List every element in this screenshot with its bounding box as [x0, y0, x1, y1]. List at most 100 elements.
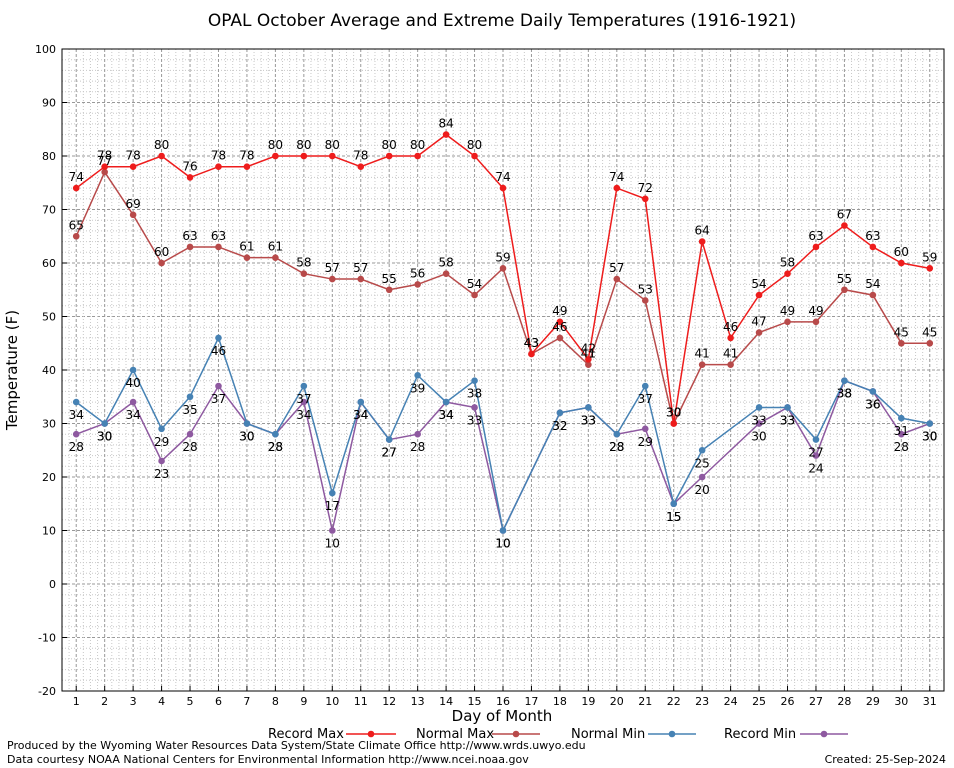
legend-marker-normal-max — [512, 730, 520, 738]
record-max-point — [926, 265, 934, 272]
record-max-point — [641, 195, 649, 203]
record-max-data-label: 80 — [154, 138, 169, 152]
record-max-point — [357, 163, 365, 170]
normal-max-data-label: 60 — [154, 245, 169, 259]
record-max-data-label: 80 — [382, 138, 397, 152]
normal-max-point — [784, 318, 791, 326]
record-max-data-label: 64 — [695, 224, 710, 238]
normal-min-data-label: 35 — [182, 403, 197, 417]
normal-max-data-label: 53 — [638, 282, 653, 296]
normal-min-point — [129, 366, 137, 374]
y-tick-label: 90 — [42, 97, 56, 110]
normal-max-point — [385, 286, 393, 294]
normal-min-point — [613, 430, 621, 438]
normal-max-data-label: 49 — [780, 304, 795, 318]
normal-max-point — [272, 254, 279, 261]
y-tick-label: 20 — [42, 471, 56, 484]
normal-min-data-label: 38 — [467, 387, 482, 401]
legend-label-normal-max: Normal Max — [416, 727, 494, 742]
record-max-point — [670, 420, 678, 427]
normal-max-data-label: 59 — [495, 250, 510, 264]
record-max-data-label: 58 — [780, 256, 795, 270]
record-max-data-label: 46 — [723, 320, 738, 334]
record-min-data-label: 33 — [467, 413, 482, 427]
normal-max-data-label: 41 — [723, 347, 738, 361]
normal-max-data-label: 61 — [268, 240, 283, 254]
normal-max-data-label: 43 — [524, 336, 539, 350]
record-min-data-label: 34 — [353, 408, 368, 422]
normal-max-point — [471, 291, 478, 299]
normal-min-point — [442, 398, 450, 406]
normal-min-point — [755, 404, 763, 411]
record-max-data-label: 67 — [837, 208, 852, 222]
x-tick-label: 11 — [354, 695, 368, 708]
normal-max-point — [641, 297, 649, 304]
normal-min-point — [414, 372, 421, 379]
normal-max-data-label: 41 — [581, 347, 596, 361]
legend-marker-record-min — [820, 730, 828, 738]
y-tick-label: 0 — [49, 578, 56, 591]
record-max-data-label: 49 — [552, 304, 567, 318]
x-tick-label: 12 — [382, 695, 396, 708]
legend-label-normal-min: Normal Min — [571, 727, 645, 742]
normal-min-data-label: 27 — [808, 446, 823, 460]
record-max-point — [215, 163, 222, 170]
x-tick-label: 8 — [272, 695, 279, 708]
normal-max-point — [186, 243, 194, 251]
x-tick-label: 2 — [101, 695, 108, 708]
normal-max-point — [556, 334, 564, 342]
record-max-data-label: 80 — [467, 138, 482, 152]
normal-min-point — [357, 398, 365, 406]
record-max-point — [328, 152, 336, 160]
record-max-point — [300, 152, 308, 160]
record-max-point — [442, 131, 450, 138]
x-tick-label: 28 — [837, 695, 851, 708]
record-max-data-label: 78 — [125, 149, 140, 163]
record-max-point — [898, 259, 905, 267]
record-max-point — [243, 163, 251, 170]
normal-max-data-label: 45 — [922, 325, 937, 339]
normal-min-point — [585, 404, 592, 411]
legend-marker-record-max — [367, 730, 375, 738]
legend-marker-normal-min — [668, 730, 676, 738]
x-tick-label: 27 — [809, 695, 823, 708]
record-max-data-label: 80 — [268, 138, 283, 152]
normal-min-point — [385, 436, 393, 443]
x-tick-label: 15 — [468, 695, 482, 708]
x-tick-label: 24 — [724, 695, 738, 708]
normal-min-data-label: 30 — [922, 430, 937, 444]
normal-min-point — [300, 382, 308, 390]
normal-max-point — [129, 211, 137, 219]
legend: Record Max Normal Max Normal Min Record Min — [268, 727, 848, 742]
record-min-data-label: 15 — [666, 510, 681, 524]
record-max-data-label: 74 — [609, 170, 624, 184]
record-max-point — [784, 270, 791, 278]
normal-min-point — [328, 489, 336, 497]
x-tick-label: 6 — [215, 695, 222, 708]
record-max-data-label: 72 — [638, 181, 653, 195]
normal-max-data-label: 57 — [353, 261, 368, 275]
normal-min-data-label: 10 — [495, 537, 510, 551]
normal-min-data-label: 30 — [239, 430, 254, 444]
normal-max-data-label: 54 — [865, 277, 880, 291]
record-max-data-label: 80 — [410, 138, 425, 152]
record-min-point — [641, 425, 649, 433]
record-min-data-label: 30 — [97, 430, 112, 444]
normal-max-point — [414, 281, 421, 288]
record-min-data-label: 28 — [894, 440, 909, 454]
normal-min-data-label: 28 — [609, 440, 624, 454]
x-tick-label: 25 — [752, 695, 766, 708]
record-min-data-label: 28 — [182, 440, 197, 454]
x-tick-label: 13 — [411, 695, 425, 708]
normal-min-data-label: 25 — [695, 456, 710, 470]
normal-max-data-label: 63 — [211, 229, 226, 243]
record-min-data-label: 34 — [125, 408, 140, 422]
x-tick-label: 1 — [73, 695, 80, 708]
record-max-point — [72, 184, 80, 192]
normal-max-point — [328, 275, 336, 283]
normal-min-data-label: 39 — [410, 381, 425, 395]
normal-max-point — [755, 329, 763, 336]
y-tick-label: -10 — [38, 632, 56, 645]
normal-max-point — [158, 259, 165, 267]
